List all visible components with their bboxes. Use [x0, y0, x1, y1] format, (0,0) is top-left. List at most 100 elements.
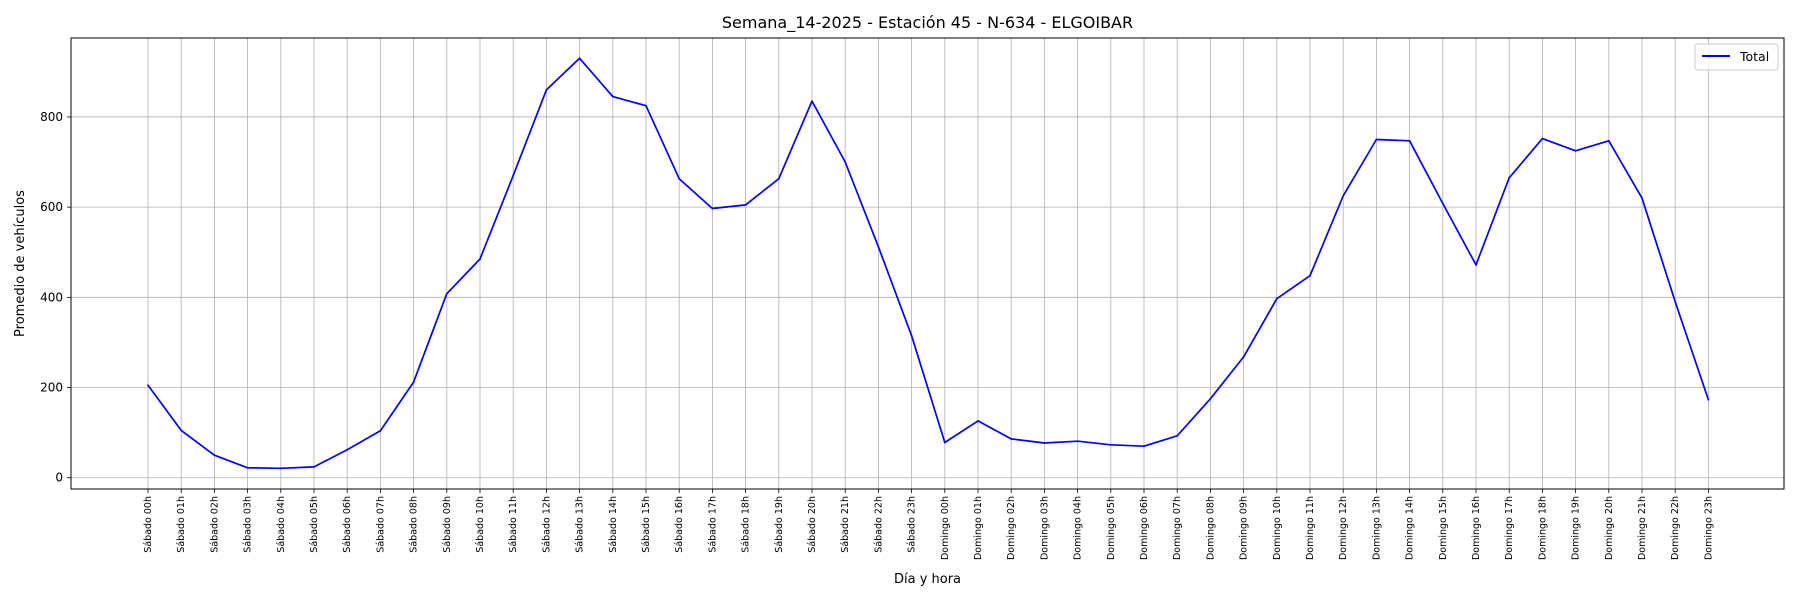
x-tick-label: Domingo 04h — [1073, 496, 1084, 560]
x-tick-label: Sábado 08h — [409, 496, 420, 553]
legend-label-total: Total — [1739, 49, 1769, 64]
y-tick-label: 600 — [40, 200, 63, 214]
x-tick-label: Sábado 19h — [774, 496, 785, 553]
x-tick-label: Sábado 04h — [276, 496, 287, 553]
x-tick-label: Domingo 10h — [1272, 496, 1283, 560]
x-tick-label: Domingo 14h — [1405, 496, 1416, 560]
x-tick-label: Sábado 21h — [840, 496, 851, 553]
y-tick-label: 200 — [40, 381, 63, 395]
x-axis-label: Día y hora — [894, 572, 961, 587]
data-point — [1076, 440, 1079, 443]
data-point — [1674, 300, 1677, 303]
plot-frame — [70, 37, 1785, 490]
x-axis-ticks: Sábado 00h Sábado 01h Sábado 02h Sábado 03h… — [143, 489, 1714, 560]
data-point — [1508, 176, 1511, 179]
data-point — [645, 104, 647, 107]
data-point — [1143, 445, 1145, 448]
x-tick-label: Domingo 17h — [1504, 496, 1515, 560]
data-point — [479, 258, 481, 260]
y-tick-label: 800 — [40, 110, 63, 124]
x-tick-label: Domingo 03h — [1039, 496, 1050, 560]
x-tick-label: Domingo 21h — [1637, 496, 1648, 560]
series-layer — [147, 57, 1710, 470]
grid-lines — [71, 38, 1784, 489]
data-point — [1342, 194, 1345, 197]
x-tick-label: Sábado 20h — [807, 496, 818, 553]
x-tick-label: Sábado 23h — [907, 496, 918, 553]
x-tick-label: Sábado 16h — [674, 496, 685, 553]
data-point — [412, 381, 415, 384]
data-point — [545, 88, 548, 91]
legend: Total — [1694, 43, 1779, 71]
data-point — [578, 57, 581, 60]
y-axis-label: Promedio de vehículos — [13, 190, 28, 337]
x-tick-label: Domingo 19h — [1571, 496, 1582, 560]
x-tick-label: Domingo 16h — [1471, 496, 1482, 560]
x-tick-label: Sábado 09h — [442, 496, 453, 553]
data-point — [1275, 297, 1278, 300]
x-tick-label: Sábado 13h — [575, 496, 586, 553]
data-point — [213, 454, 216, 457]
x-tick-label: Sábado 15h — [641, 496, 652, 553]
x-tick-label: Sábado 17h — [707, 496, 718, 553]
chart-title: Semana_14-2025 - Estación 45 - N-634 - E… — [722, 13, 1133, 33]
data-point — [147, 384, 149, 387]
data-point — [910, 334, 913, 337]
data-point — [313, 466, 315, 468]
data-point — [1441, 202, 1444, 205]
data-point — [877, 245, 880, 248]
data-point — [1176, 434, 1179, 437]
data-point — [1408, 139, 1411, 142]
data-point — [1541, 137, 1544, 140]
x-tick-label: Sábado 02h — [209, 496, 220, 553]
x-tick-label: Sábado 05h — [309, 496, 320, 553]
data-point — [180, 429, 183, 432]
x-tick-label: Domingo 15h — [1438, 496, 1449, 560]
x-tick-label: Sábado 11h — [508, 496, 519, 553]
x-tick-label: Domingo 07h — [1172, 496, 1183, 560]
x-tick-label: Domingo 20h — [1604, 496, 1615, 560]
data-point — [1043, 442, 1046, 444]
legend-box — [1694, 43, 1779, 71]
x-tick-label: Domingo 23h — [1703, 496, 1714, 560]
x-tick-label: Domingo 12h — [1338, 496, 1349, 560]
data-point — [246, 466, 249, 469]
data-point — [1209, 397, 1212, 400]
data-point — [1375, 138, 1378, 141]
data-point — [777, 177, 780, 180]
data-point — [811, 100, 813, 103]
x-tick-label: Domingo 06h — [1139, 496, 1150, 560]
x-tick-label: Sábado 12h — [541, 496, 552, 553]
data-point — [1242, 355, 1245, 358]
data-point — [1574, 149, 1577, 152]
x-tick-label: Sábado 01h — [176, 496, 187, 553]
x-tick-label: Domingo 08h — [1205, 496, 1216, 560]
series-line-total — [147, 57, 1710, 470]
x-tick-label: Sábado 07h — [375, 496, 386, 553]
x-tick-label: Domingo 02h — [1006, 496, 1017, 560]
data-point — [1475, 263, 1477, 266]
x-tick-label: Domingo 13h — [1371, 496, 1382, 560]
x-tick-label: Domingo 00h — [940, 496, 951, 560]
x-tick-label: Sábado 06h — [342, 496, 353, 553]
data-point — [445, 292, 448, 295]
data-point — [844, 161, 847, 163]
data-point — [1641, 197, 1643, 200]
x-tick-label: Domingo 09h — [1239, 496, 1250, 560]
data-point — [1309, 274, 1311, 277]
data-point — [943, 441, 946, 444]
data-point — [512, 174, 515, 177]
x-tick-label: Domingo 01h — [973, 496, 984, 560]
x-tick-label: Sábado 00h — [143, 496, 154, 553]
data-point — [977, 419, 979, 422]
x-tick-label: Domingo 22h — [1670, 496, 1681, 560]
data-point — [346, 448, 349, 451]
data-point — [1607, 139, 1610, 142]
x-tick-label: Sábado 18h — [741, 496, 752, 553]
x-tick-label: Sábado 22h — [873, 496, 884, 553]
data-point — [379, 429, 382, 432]
data-point — [1109, 443, 1112, 446]
x-tick-label: Domingo 05h — [1106, 496, 1117, 560]
data-point — [711, 207, 714, 210]
